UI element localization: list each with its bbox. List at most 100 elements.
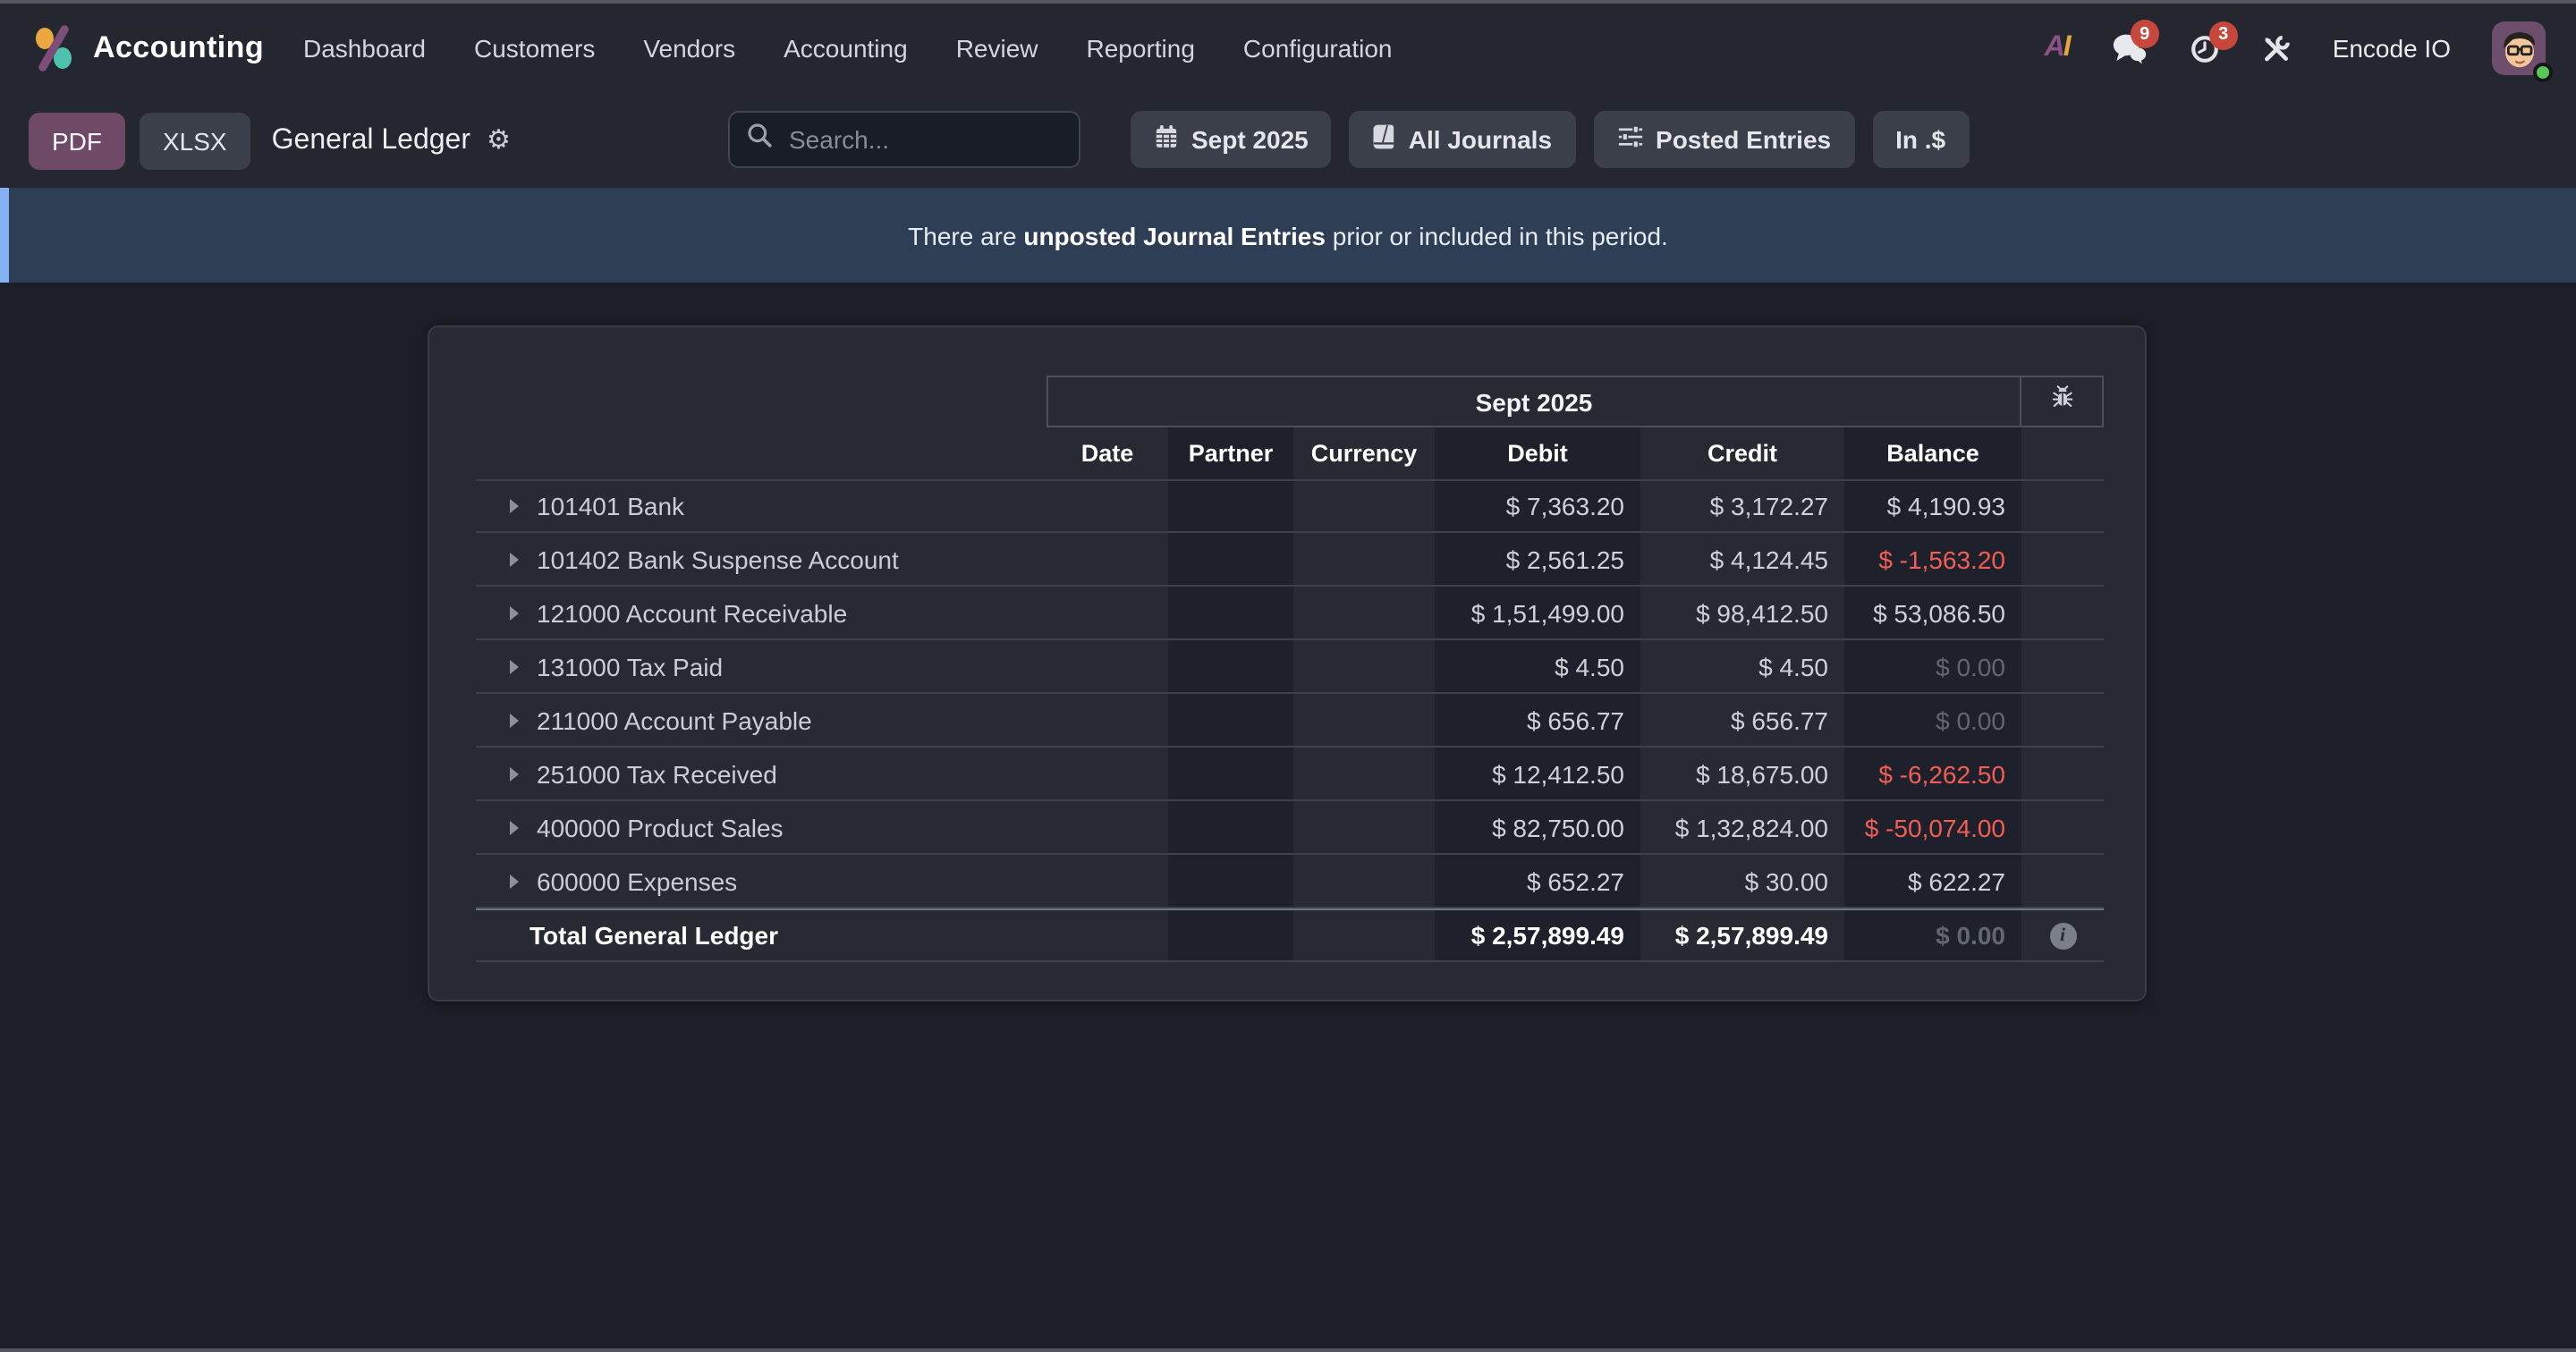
- book-icon: [1373, 123, 1396, 156]
- expand-caret-icon[interactable]: [510, 552, 519, 566]
- debit-value: $ 82,750.00: [1435, 801, 1640, 853]
- date-cell: [1046, 533, 1168, 585]
- messages-icon[interactable]: 9: [2111, 20, 2159, 64]
- posted-entries-filter-button[interactable]: Posted Entries: [1593, 111, 1855, 168]
- end-cell: [2021, 748, 2104, 799]
- partner-cell: [1168, 748, 1293, 799]
- account-name-cell[interactable]: 131000 Tax Paid: [476, 640, 1046, 692]
- company-name[interactable]: Encode IO: [2332, 34, 2451, 63]
- xlsx-button[interactable]: XLSX: [140, 112, 250, 169]
- expand-caret-icon[interactable]: [510, 713, 519, 727]
- account-name-cell[interactable]: 251000 Tax Received: [476, 748, 1046, 799]
- account-name-cell[interactable]: 121000 Account Receivable: [476, 587, 1046, 638]
- posted-entries-filter-label: Posted Entries: [1656, 125, 1832, 154]
- ai-icon[interactable]: AI: [2044, 32, 2072, 63]
- expand-caret-icon[interactable]: [510, 874, 519, 888]
- account-name-cell[interactable]: 600000 Expenses: [476, 855, 1046, 907]
- debug-column-header[interactable]: [2021, 376, 2104, 427]
- menu-configuration[interactable]: Configuration: [1242, 34, 1393, 63]
- banner-text-bold: unposted Journal Entries: [1023, 221, 1326, 249]
- balance-value: $ -6,262.50: [1844, 748, 2021, 799]
- account-column-header: [476, 427, 1046, 479]
- debit-value: $ 2,561.25: [1435, 533, 1640, 585]
- total-currency-cell: [1293, 910, 1435, 960]
- date-column-header: Date: [1080, 440, 1134, 467]
- expand-caret-icon[interactable]: [510, 659, 519, 673]
- balance-value: $ 0.00: [1844, 640, 2021, 692]
- ledger-account-row[interactable]: 600000 Expenses $ 652.27 $ 30.00 $ 622.2…: [476, 855, 2104, 908]
- currency-filter-button[interactable]: In .$: [1872, 111, 1970, 168]
- ledger-account-row[interactable]: 101401 Bank $ 7,363.20 $ 3,172.27 $ 4,19…: [476, 479, 2104, 533]
- total-balance-value: $ 0.00: [1844, 910, 2021, 960]
- info-icon[interactable]: i: [2049, 922, 2076, 949]
- systray: AI 9 3: [2044, 20, 2553, 82]
- credit-value: $ 1,32,824.00: [1674, 813, 1828, 841]
- partner-cell: [1168, 481, 1293, 531]
- expand-caret-icon[interactable]: [510, 766, 519, 781]
- balance-value: $ 53,086.50: [1844, 587, 2021, 638]
- ledger-account-row[interactable]: 400000 Product Sales $ 82,750.00 $ 1,32,…: [476, 801, 2104, 855]
- activities-clock-icon[interactable]: 3: [2190, 21, 2238, 63]
- account-name: 131000 Tax Paid: [537, 652, 724, 680]
- account-name-cell[interactable]: 101402 Bank Suspense Account: [476, 533, 1046, 585]
- account-name-cell[interactable]: 211000 Account Payable: [476, 694, 1046, 746]
- app-switcher[interactable]: Accounting: [30, 25, 264, 72]
- partner-cell: [1168, 587, 1293, 638]
- expand-caret-icon[interactable]: [510, 605, 519, 620]
- account-name-cell[interactable]: 101401 Bank: [476, 481, 1046, 531]
- app-name: Accounting: [93, 30, 264, 64]
- balance-value: $ 4,190.93: [1844, 481, 2021, 531]
- ledger-account-row[interactable]: 131000 Tax Paid $ 4.50 $ 4.50 $ 0.00: [476, 640, 2104, 694]
- end-cell: [2021, 640, 2104, 692]
- period-header-row: Sept 2025: [476, 376, 2104, 427]
- screen-top-edge: [0, 0, 2576, 4]
- balance-value: $ -1,563.20: [1844, 533, 2021, 585]
- account-name: 101402 Bank Suspense Account: [537, 545, 899, 573]
- pdf-button[interactable]: PDF: [29, 112, 125, 169]
- menu-reporting[interactable]: Reporting: [1086, 34, 1195, 63]
- control-panel: PDF XLSX General Ledger ⚙: [0, 93, 2576, 188]
- account-name: 600000 Expenses: [537, 866, 738, 895]
- messages-badge: 9: [2130, 20, 2159, 48]
- total-label-cell: Total General Ledger: [476, 910, 1046, 960]
- ledger-account-row[interactable]: 211000 Account Payable $ 656.77 $ 656.77…: [476, 694, 2104, 748]
- currency-cell: [1293, 587, 1435, 638]
- currency-cell: [1293, 481, 1435, 531]
- period-filter-label: Sept 2025: [1191, 125, 1309, 154]
- period-filter-button[interactable]: Sept 2025: [1131, 111, 1332, 168]
- date-cell: [1046, 640, 1168, 692]
- end-cell: [2021, 694, 2104, 746]
- menu-customers[interactable]: Customers: [474, 34, 596, 63]
- user-avatar[interactable]: [2492, 21, 2553, 82]
- menu-dashboard[interactable]: Dashboard: [303, 34, 426, 63]
- search-input[interactable]: [785, 123, 1063, 156]
- column-header-row: Date Partner Currency Debit Credit Balan…: [476, 427, 2104, 479]
- gear-icon[interactable]: ⚙: [487, 123, 511, 156]
- ledger-account-row[interactable]: 101402 Bank Suspense Account $ 2,561.25 …: [476, 533, 2104, 587]
- currency-column-header: Currency: [1310, 440, 1418, 467]
- debit-value: $ 12,412.50: [1435, 748, 1640, 799]
- support-tools-icon[interactable]: [2261, 33, 2292, 63]
- app-header: Accounting Dashboard Customers Vendors A…: [0, 4, 2576, 188]
- page-title: General Ledger: [271, 124, 470, 155]
- expand-caret-icon[interactable]: [510, 499, 519, 513]
- credit-value: $ 30.00: [1744, 866, 1828, 895]
- account-name-cell[interactable]: 400000 Product Sales: [476, 801, 1046, 853]
- debit-value: $ 1,51,499.00: [1435, 587, 1640, 638]
- menu-vendors[interactable]: Vendors: [643, 34, 736, 63]
- main-menu: Dashboard Customers Vendors Accounting R…: [303, 34, 1392, 63]
- menu-accounting[interactable]: Accounting: [784, 34, 908, 63]
- menu-review[interactable]: Review: [955, 34, 1038, 63]
- general-ledger-table: Sept 2025: [476, 376, 2104, 962]
- currency-cell: [1293, 694, 1435, 746]
- ledger-account-row[interactable]: 251000 Tax Received $ 12,412.50 $ 18,675…: [476, 748, 2104, 801]
- total-credit-value: $ 2,57,899.49: [1674, 921, 1828, 950]
- currency-cell: [1293, 748, 1435, 799]
- journals-filter-button[interactable]: All Journals: [1349, 111, 1576, 168]
- partner-cell: [1168, 855, 1293, 907]
- ledger-account-row[interactable]: 121000 Account Receivable $ 1,51,499.00 …: [476, 587, 2104, 640]
- search-box[interactable]: [728, 111, 1080, 168]
- credit-column-header: Credit: [1707, 440, 1777, 467]
- expand-caret-icon[interactable]: [510, 820, 519, 834]
